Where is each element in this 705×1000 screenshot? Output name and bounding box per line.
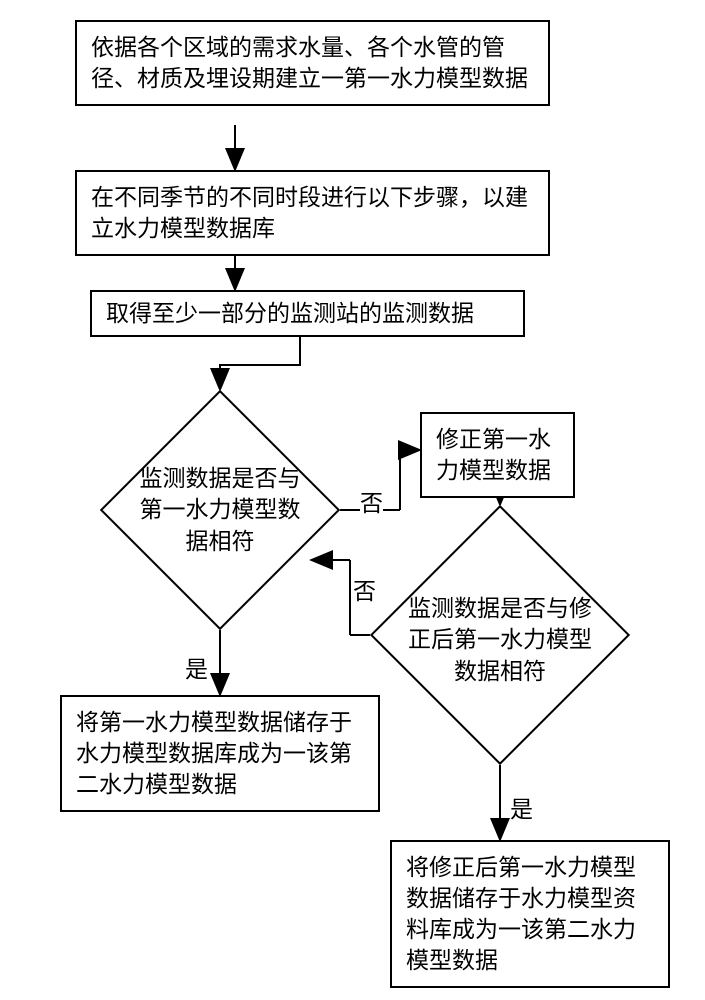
step-seasonal-loop: 在不同季节的不同时段进行以下步骤，以建立水力模型数据库: [75, 170, 550, 256]
step-store-corrected-as-second: 将修正后第一水力模型数据储存于水力模型资料库成为一该第二水力模型数据: [390, 840, 670, 988]
edge-label-no: 否: [360, 484, 383, 518]
step-build-first-model: 依据各个区域的需求水量、各个水管的管径、材质及埋设期建立一第一水力模型数据: [75, 20, 550, 106]
step-text: 将修正后第一水力模型数据储存于水力模型资料库成为一该第二水力模型数据: [406, 855, 636, 973]
edge-label-no: 否: [353, 572, 376, 606]
step-text: 在不同季节的不同时段进行以下步骤，以建立水力模型数据库: [91, 185, 528, 241]
decision-text: 监测数据是否与修正后第一水力模型数据相符: [400, 593, 600, 686]
step-text: 依据各个区域的需求水量、各个水管的管径、材质及埋设期建立一第一水力模型数据: [91, 35, 528, 91]
step-text: 取得至少一部分的监测站的监测数据: [106, 301, 474, 326]
decision-match-first-model: 监测数据是否与第一水力模型数据相符: [100, 390, 340, 630]
decision-match-corrected-model: 监测数据是否与修正后第一水力模型数据相符: [370, 505, 630, 765]
flowchart-canvas: 依据各个区域的需求水量、各个水管的管径、材质及埋设期建立一第一水力模型数据 在不…: [0, 0, 705, 1000]
edge-label-yes: 是: [510, 790, 533, 824]
step-get-monitoring-data: 取得至少一部分的监测站的监测数据: [90, 290, 525, 337]
edge-label-yes: 是: [185, 650, 208, 684]
step-text: 修正第一水力模型数据: [436, 427, 551, 483]
step-text: 将第一水力模型数据储存于水力模型数据库成为一该第二水力模型数据: [76, 710, 352, 797]
decision-text: 监测数据是否与第一水力模型数据相符: [130, 463, 310, 556]
step-correct-model: 修正第一水力模型数据: [420, 412, 575, 498]
step-store-first-as-second: 将第一水力模型数据储存于水力模型数据库成为一该第二水力模型数据: [60, 695, 380, 812]
